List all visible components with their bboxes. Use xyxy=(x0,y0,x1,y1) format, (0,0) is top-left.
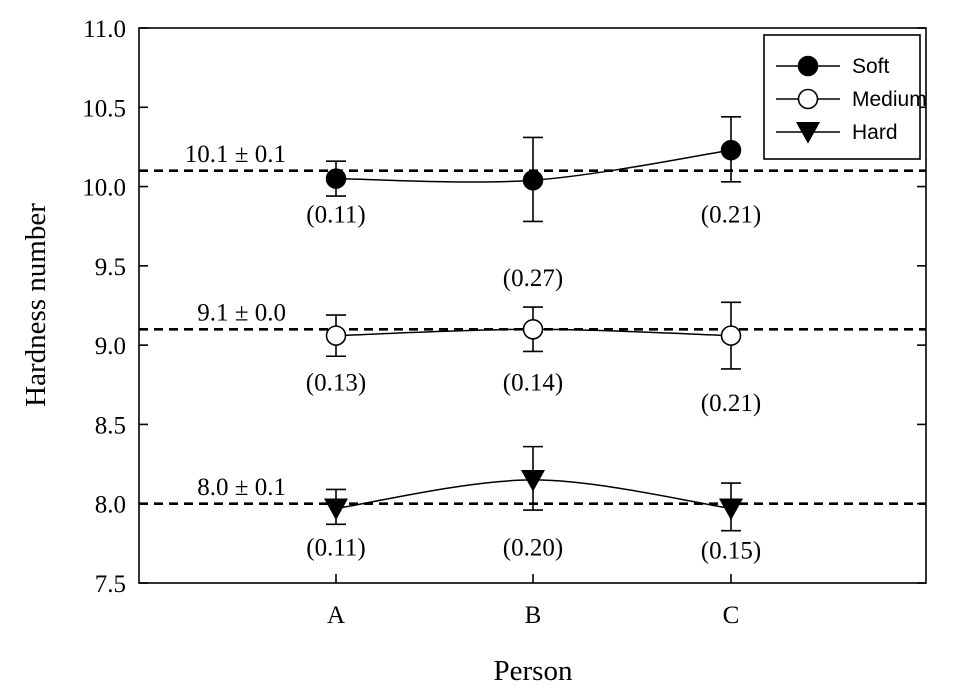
reference-label: 8.0 ± 0.1 xyxy=(197,474,286,501)
y-tick-label: 8.0 xyxy=(95,492,126,519)
data-label: (0.27) xyxy=(503,265,563,292)
series-markers xyxy=(323,139,744,521)
data-label: (0.14) xyxy=(503,370,563,397)
reference-label: 10.1 ± 0.1 xyxy=(185,141,286,168)
marker-filled-triangle xyxy=(323,498,349,521)
marker-filled-triangle xyxy=(795,122,821,144)
x-tick-label: C xyxy=(723,602,740,629)
marker-filled-triangle xyxy=(520,469,546,492)
marker-open-circle xyxy=(797,88,819,110)
y-tick-label: 7.5 xyxy=(95,571,126,598)
marker-filled-circle xyxy=(797,55,819,77)
marker-open-circle xyxy=(720,325,742,346)
legend-label: Soft xyxy=(852,55,890,78)
x-tick-label: A xyxy=(327,602,345,629)
marker-filled-triangle xyxy=(718,498,744,521)
y-tick-label: 10.0 xyxy=(82,175,126,202)
y-axis-title: Hardness number xyxy=(20,203,52,407)
data-label: (0.15) xyxy=(701,538,761,565)
x-axis-title: Person xyxy=(494,655,573,687)
data-label: (0.21) xyxy=(701,390,761,417)
y-axis: 7.5 8.0 8.5 9.0 9.5 10.0 10.5 11.0 xyxy=(82,16,926,598)
marker-filled-circle xyxy=(720,139,742,161)
y-tick-label: 9.0 xyxy=(95,333,126,360)
data-label: (0.11) xyxy=(306,202,365,229)
data-label: (0.20) xyxy=(503,535,563,562)
legend-label: Hard xyxy=(852,121,898,144)
x-tick-label: B xyxy=(525,602,542,629)
reference-label: 9.1 ± 0.0 xyxy=(197,299,286,326)
y-tick-label: 11.0 xyxy=(83,16,126,43)
legend-box xyxy=(763,34,921,160)
y-tick-label: 10.5 xyxy=(82,95,126,122)
marker-filled-circle xyxy=(522,169,544,191)
data-labels: (0.11) (0.27) (0.21) (0.13) (0.14) (0.21) (0.1… xyxy=(306,202,761,565)
y-tick-label: 8.5 xyxy=(95,412,126,439)
marker-filled-circle xyxy=(325,168,347,189)
data-label: (0.11) xyxy=(306,535,365,562)
x-axis: A B C xyxy=(327,574,739,629)
legend: Soft Medium Hard xyxy=(763,34,927,160)
legend-label: Medium xyxy=(852,88,927,111)
y-tick-label: 9.5 xyxy=(95,254,126,281)
data-label: (0.13) xyxy=(306,370,366,397)
data-label: (0.21) xyxy=(701,202,761,229)
marker-open-circle xyxy=(325,325,347,346)
marker-open-circle xyxy=(522,318,544,340)
